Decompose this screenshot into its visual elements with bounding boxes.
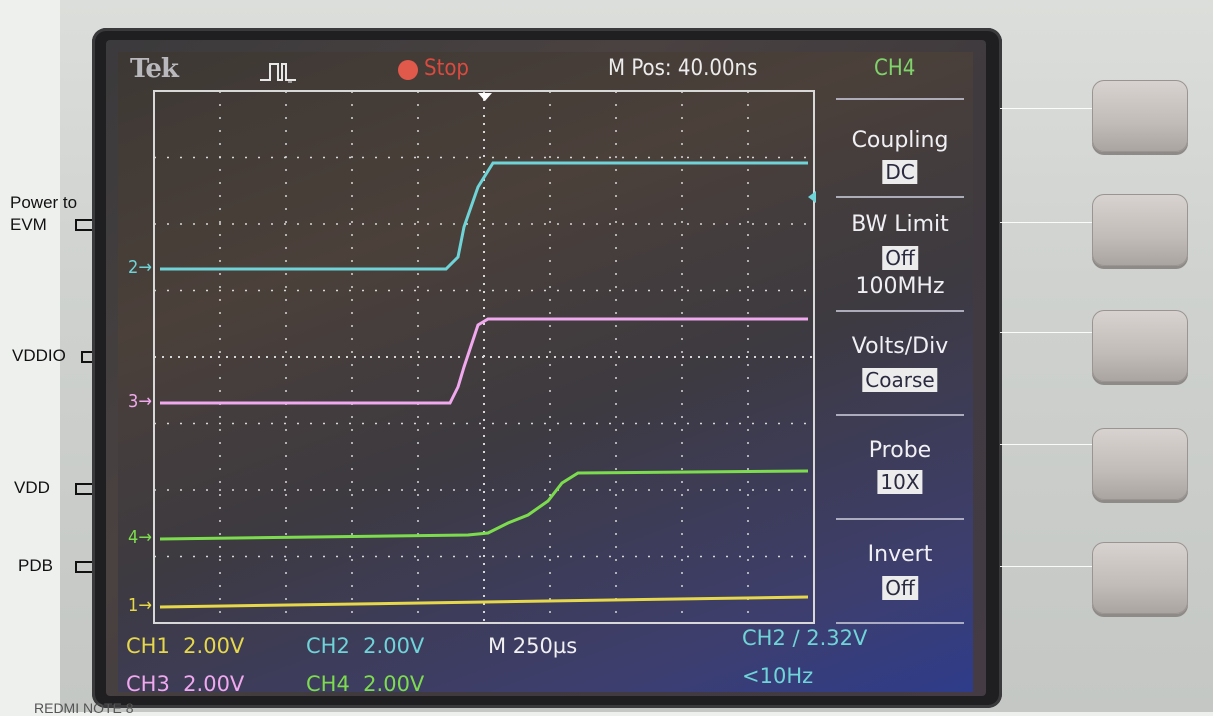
key-guide-line	[1000, 108, 1092, 109]
ch3-marker: 3→	[128, 391, 152, 412]
annotation-vddio: VDDIO	[12, 346, 66, 365]
annotation-pdb: PDB	[18, 556, 53, 575]
lcd-display: Tek Stop M Pos: 40.00ns CH4 2→ 3→	[118, 52, 973, 696]
volts-div-value[interactable]: Coarse	[862, 368, 938, 392]
menu-divider	[836, 518, 964, 520]
annotation-vdd: VDD	[14, 478, 50, 497]
coupling-title: Coupling	[851, 128, 949, 153]
bw-limit-bandwidth: 100MHz	[855, 274, 945, 299]
ch1-marker: 1→	[128, 595, 152, 616]
trigger-pulse-icon	[260, 63, 296, 83]
grid-lines	[153, 90, 815, 624]
scope-screen: Tek Stop M Pos: 40.00ns CH4 2→ 3→	[106, 40, 986, 696]
selected-channel: CH4	[874, 56, 916, 81]
acquisition-status: Stop	[424, 56, 469, 81]
ch4-waveform	[159, 469, 809, 541]
key-guide-line	[1000, 566, 1092, 567]
volts-div-option-button[interactable]	[1092, 310, 1188, 382]
probe-option-button[interactable]	[1092, 428, 1188, 500]
invert-value[interactable]: Off	[882, 576, 918, 600]
ch3-scale: CH3 2.00V	[126, 672, 245, 696]
ch4-marker: 4→	[128, 527, 152, 548]
menu-divider	[836, 622, 964, 624]
ch2-scale: CH2 2.00V	[306, 634, 425, 658]
menu-divider	[836, 196, 964, 198]
trigger-readout: CH2 ∕ 2.32V	[742, 626, 868, 650]
annotation-power-line1: Power to	[10, 193, 78, 212]
brand-logo: Tek	[130, 54, 179, 84]
key-guide-line	[1000, 332, 1092, 333]
vertical-menu: Coupling DC BW Limit Off 100MHz Volts/Di…	[836, 88, 964, 628]
coupling-option-button[interactable]	[1092, 80, 1188, 152]
probe-value[interactable]: 10X	[877, 470, 923, 494]
stop-indicator-icon	[398, 60, 418, 80]
invert-option-button[interactable]	[1092, 542, 1188, 614]
menu-divider	[836, 98, 964, 100]
key-guide-line	[1000, 222, 1092, 223]
bw-limit-option-button[interactable]	[1092, 194, 1188, 266]
coupling-value[interactable]: DC	[882, 160, 918, 184]
camera-watermark: REDMI NOTE 8	[34, 700, 134, 716]
probe-title: Probe	[868, 438, 932, 463]
invert-title: Invert	[867, 542, 933, 567]
volts-div-title: Volts/Div	[851, 334, 949, 359]
ch4-scale: CH4 2.00V	[306, 672, 425, 696]
ch1-scale: CH1 2.00V	[126, 634, 245, 658]
menu-divider	[836, 414, 964, 416]
trigger-level-marker-icon	[808, 191, 816, 203]
ch2-waveform	[160, 161, 808, 271]
graticule	[153, 90, 816, 624]
bw-limit-value[interactable]: Off	[882, 246, 918, 270]
key-guide-line	[1000, 444, 1092, 445]
ch3-waveform	[160, 317, 808, 405]
trigger-frequency: <10Hz	[742, 664, 814, 688]
horizontal-position: M Pos: 40.00ns	[608, 56, 758, 81]
menu-divider	[836, 310, 964, 312]
annotation-power-to-evm: Power to EVM	[10, 192, 77, 236]
annotation-power-line2: EVM	[10, 215, 47, 234]
timebase: M 250µs	[488, 634, 578, 658]
bw-limit-title: BW Limit	[851, 212, 949, 237]
ch1-waveform	[159, 595, 809, 609]
ch2-marker: 2→	[128, 257, 152, 278]
trigger-position-marker-icon	[478, 93, 492, 101]
